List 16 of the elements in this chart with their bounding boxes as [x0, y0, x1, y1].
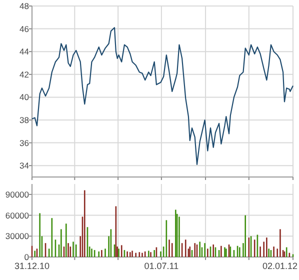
- y-tick-label: 48: [20, 1, 30, 11]
- y-tick-label: 42: [20, 69, 30, 80]
- y-tick-label: 90000: [5, 189, 30, 200]
- y-tick-label: 60000: [5, 210, 30, 220]
- y-tick-label: 40: [20, 92, 30, 102]
- x-tick-label: 01.07.11: [144, 261, 179, 271]
- y-tick-label: 44: [20, 46, 30, 57]
- y-tick-label: 38: [20, 115, 30, 125]
- line-series: [31, 27, 294, 166]
- y-tick-label: 34: [20, 160, 30, 171]
- y-tick-label: 46: [20, 24, 30, 34]
- y-tick-label: 30000: [5, 231, 30, 242]
- x-tick-label: 31.12.10: [14, 261, 50, 271]
- y-tick-label: 36: [20, 138, 30, 148]
- y-tick-label: 0: [24, 252, 30, 262]
- x-tick-label: 02.01.12: [262, 261, 298, 271]
